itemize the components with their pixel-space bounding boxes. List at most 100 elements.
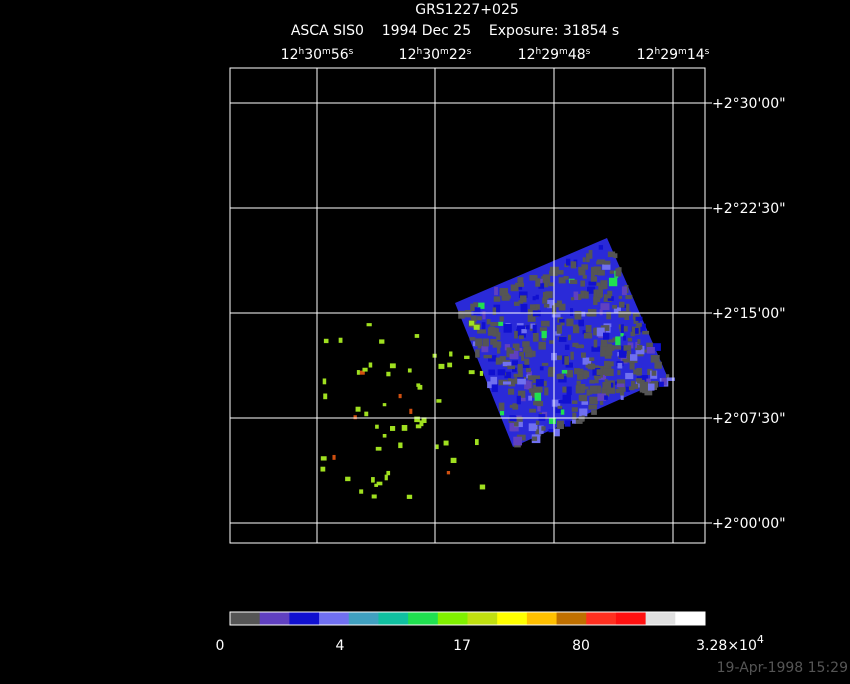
pixel-blob — [487, 381, 495, 389]
subtitle: ASCA SIS0 1994 Dec 25 Exposure: 31854 s — [291, 23, 619, 39]
pixel-blob — [613, 253, 618, 259]
pixel-blob — [533, 400, 542, 406]
source-point — [479, 484, 486, 490]
ra-label-part: h — [654, 47, 660, 57]
source-point — [366, 323, 372, 327]
pixel-blob — [469, 337, 476, 341]
ra-label: 12h29m48s — [518, 47, 591, 63]
pixel-blob — [603, 294, 612, 299]
pixel-blob — [560, 409, 565, 415]
pixel-blob — [516, 417, 523, 425]
pixel-blob — [636, 322, 642, 327]
pixel-blob — [548, 428, 555, 433]
pixel-blob — [591, 365, 599, 370]
source-point — [322, 378, 327, 385]
pixel-blob — [528, 395, 533, 401]
ra-label-part: s — [586, 47, 591, 57]
source-point — [371, 477, 375, 483]
dec-label: +2°15'00" — [712, 306, 786, 322]
source-point — [332, 454, 336, 460]
source-point — [436, 399, 442, 403]
pixel-blob — [567, 334, 572, 341]
pixel-blob — [625, 386, 630, 392]
pixel-blob — [607, 296, 614, 301]
pixel-blob — [477, 329, 486, 334]
pixel-blob — [652, 343, 661, 351]
source-point — [345, 476, 351, 482]
pixel-blob — [609, 270, 619, 274]
source-point — [449, 351, 453, 357]
source-point — [409, 408, 413, 414]
pixel-blob — [471, 316, 477, 321]
pixel-blob — [596, 327, 605, 337]
source-point — [359, 489, 364, 494]
pixel-blob — [647, 368, 653, 375]
pixel-blob — [661, 377, 667, 386]
ra-label: 12h29m14s — [637, 47, 710, 63]
pixel-blob — [626, 350, 632, 359]
pixel-blob — [549, 270, 558, 276]
dec-label: +2°00'00" — [712, 516, 786, 532]
pixel-blob — [585, 325, 592, 333]
pixel-blob — [603, 260, 611, 265]
source-point — [386, 371, 391, 377]
pixel-blob — [607, 290, 613, 297]
pixel-blob — [551, 314, 561, 318]
pixel-blob — [529, 408, 537, 413]
pixel-blob — [615, 268, 622, 277]
pixel-blob — [630, 331, 635, 337]
pixel-blob — [509, 404, 519, 408]
pixel-blob — [506, 347, 512, 353]
colorbar-segment — [408, 612, 439, 625]
pixel-blob — [541, 330, 547, 339]
pixel-blob — [558, 376, 567, 383]
pixel-blob — [608, 277, 618, 287]
source-point — [407, 368, 412, 373]
pixel-blob — [627, 337, 633, 342]
pixel-blob — [519, 372, 523, 379]
pixel-blob — [535, 294, 539, 300]
pixel-blob — [509, 349, 514, 354]
pixel-blob — [636, 344, 643, 350]
pixel-blob — [600, 280, 608, 290]
pixel-blob — [618, 387, 626, 392]
pixel-blob — [525, 325, 530, 330]
pixel-blob — [650, 354, 660, 363]
pixel-blob — [658, 381, 664, 387]
colorbar-segment — [319, 612, 350, 625]
pixel-blob — [532, 324, 537, 333]
pixel-blob — [525, 380, 530, 390]
ra-label-part: h — [416, 47, 422, 57]
pixel-blob — [570, 261, 577, 269]
ra-label-part: 56 — [331, 47, 349, 63]
pixel-blob — [600, 303, 610, 311]
pixel-blob — [564, 356, 569, 365]
pixel-blob — [621, 286, 627, 296]
pixel-blob — [502, 381, 511, 385]
pixel-blob — [599, 285, 603, 294]
pixel-blob — [512, 367, 517, 373]
pixel-blob — [514, 343, 520, 351]
pixel-blob — [575, 385, 584, 394]
pixel-blob — [608, 361, 614, 367]
pixel-blob — [488, 369, 495, 376]
pixel-blob — [619, 388, 625, 396]
pixel-blob — [615, 336, 621, 346]
source-point — [414, 334, 420, 338]
pixel-blob — [519, 295, 527, 303]
ra-label-part: 12 — [399, 47, 417, 63]
pixel-blob — [569, 279, 578, 285]
pixel-blob — [589, 396, 598, 405]
pixel-blob — [535, 420, 540, 425]
pixel-blob — [496, 332, 501, 340]
source-point — [415, 424, 422, 429]
pixel-blob — [566, 258, 571, 266]
dec-label: +2°22'30" — [712, 201, 786, 217]
pixel-blob — [570, 351, 574, 360]
source-point — [435, 444, 439, 450]
pixel-blob — [513, 436, 523, 446]
pixel-blob — [464, 310, 472, 318]
colorbar-segment — [497, 612, 528, 625]
pixel-blob — [603, 360, 610, 370]
pixel-blob — [556, 374, 564, 380]
